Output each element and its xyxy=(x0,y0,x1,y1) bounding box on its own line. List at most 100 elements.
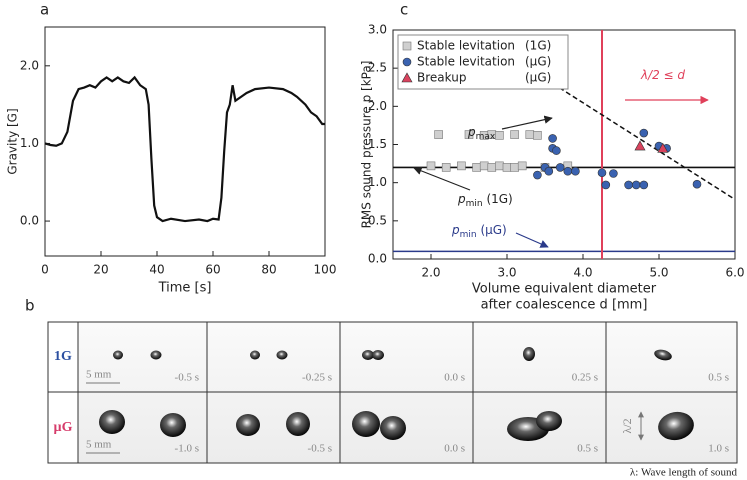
plot-frame xyxy=(44,26,326,257)
circle-point xyxy=(563,166,573,176)
circle-point xyxy=(639,128,649,138)
annotation: pmin (µG) xyxy=(451,223,507,240)
circle-point xyxy=(692,179,702,189)
circle-point xyxy=(544,166,554,176)
circle-point xyxy=(552,146,561,155)
annotation: pmin (1G) xyxy=(457,192,513,209)
x-tick-label: 3.0 xyxy=(497,266,516,280)
square-point xyxy=(495,131,504,140)
circle-point xyxy=(597,168,607,178)
droplets xyxy=(99,347,694,441)
square-point xyxy=(464,130,474,139)
panel-letter: b xyxy=(25,297,35,315)
x-tick-label: 80 xyxy=(261,263,276,277)
legend-label: Stable levitation xyxy=(417,39,515,53)
panel-letter: c xyxy=(400,1,408,19)
square-point xyxy=(441,163,451,172)
circle-point xyxy=(624,180,633,190)
y-tick-label: 1.0 xyxy=(368,175,387,189)
circle-point xyxy=(639,180,649,190)
time-label: 0.5 s xyxy=(577,443,598,455)
legend-condition: (µG) xyxy=(525,55,551,69)
square-point xyxy=(502,163,512,172)
annotation-symbol: p xyxy=(451,223,460,237)
time-label: -0.25 s xyxy=(302,372,332,384)
panel-letter: a xyxy=(40,1,49,19)
annotation: pmax xyxy=(467,125,496,142)
y-tick-label: 0.0 xyxy=(368,252,387,266)
circle-point xyxy=(555,163,565,172)
annotation-subscript: min xyxy=(466,199,483,209)
annotation-suffix: (µG) xyxy=(480,223,506,237)
square-point xyxy=(495,161,504,171)
annotation-arrow xyxy=(413,166,471,191)
y-axis-label: RMS sound pressure p [kPa] xyxy=(360,61,374,229)
x-tick-label: 40 xyxy=(149,263,164,277)
square-point xyxy=(479,161,489,171)
x-tick-label: 20 xyxy=(93,263,108,277)
square-point xyxy=(510,130,519,139)
square-point xyxy=(472,163,481,172)
y-tick-label: 3.0 xyxy=(368,23,387,37)
square-point xyxy=(487,163,497,172)
legend-label: Breakup xyxy=(417,71,466,85)
triangle-point xyxy=(401,72,413,83)
square-point xyxy=(533,131,542,140)
square-point xyxy=(426,161,436,171)
y-tick-label: 1.5 xyxy=(368,137,387,151)
annotation-subscript: min xyxy=(460,230,477,240)
square-point xyxy=(402,41,412,51)
y-tick-label: 2.0 xyxy=(368,99,387,113)
x-tick-label: 2.0 xyxy=(421,266,440,280)
annotation-suffix: (1G) xyxy=(486,192,512,206)
scale-label: 5 mm xyxy=(86,369,112,381)
x-tick-label: 60 xyxy=(205,263,220,277)
square-point xyxy=(525,130,535,139)
annotation: λ/2 ≤ d xyxy=(640,68,685,82)
y-tick-label: 1.0 xyxy=(20,136,39,150)
legend-box xyxy=(397,34,569,90)
circle-point xyxy=(571,166,580,176)
square-point xyxy=(457,161,466,171)
legend-condition: (1G) xyxy=(525,39,551,53)
annotation-arrow xyxy=(501,115,553,130)
time-label: -0.5 s xyxy=(175,372,199,384)
legend-condition: (µG) xyxy=(525,71,551,85)
legend-label: Stable levitation xyxy=(417,55,515,69)
x-tick-label: 0 xyxy=(41,263,49,277)
annotation-symbol: p xyxy=(467,125,476,139)
annotation-text: λ/2 ≤ d xyxy=(640,68,685,82)
time-label: 0.0 s xyxy=(444,443,465,455)
time-label: 1.0 s xyxy=(708,443,729,455)
time-label: -0.5 s xyxy=(308,443,332,455)
scale-label: 5 mm xyxy=(86,439,112,451)
circle-point xyxy=(402,57,412,67)
x-tick-label: 4.0 xyxy=(573,266,592,280)
row-label: 1G xyxy=(54,349,72,364)
x-axis-label: Time [s] xyxy=(158,281,212,296)
y-tick-label: 0.5 xyxy=(368,213,387,227)
annotation-subscript: max xyxy=(476,132,496,142)
time-label: 0.5 s xyxy=(708,372,729,384)
x-tick-label: 100 xyxy=(314,263,337,277)
y-axis-label: Gravity [G] xyxy=(6,108,20,174)
image-panel: b 1G µG 5 mm 5 mm λ/2 λ: Wave length of … xyxy=(25,297,738,479)
square-point xyxy=(517,161,527,171)
x-tick-label: 5.0 xyxy=(649,266,668,280)
pmax-line xyxy=(552,82,736,201)
time-label: 0.0 s xyxy=(444,372,465,384)
circle-point xyxy=(631,180,641,190)
x-axis-label: after coalescence d [mm] xyxy=(481,298,648,313)
circle-point xyxy=(548,134,557,143)
square-point xyxy=(434,130,443,139)
annotation-arrow xyxy=(515,232,549,248)
gravity-line xyxy=(44,75,325,223)
x-axis-label: Volume equivalent diameter xyxy=(472,282,657,297)
y-tick-label: 2.5 xyxy=(368,61,387,75)
annotation-symbol: p xyxy=(457,192,466,206)
time-label: -1.0 s xyxy=(175,443,199,455)
square-point xyxy=(510,163,519,172)
circle-point xyxy=(601,180,611,190)
circle-point xyxy=(609,169,618,178)
